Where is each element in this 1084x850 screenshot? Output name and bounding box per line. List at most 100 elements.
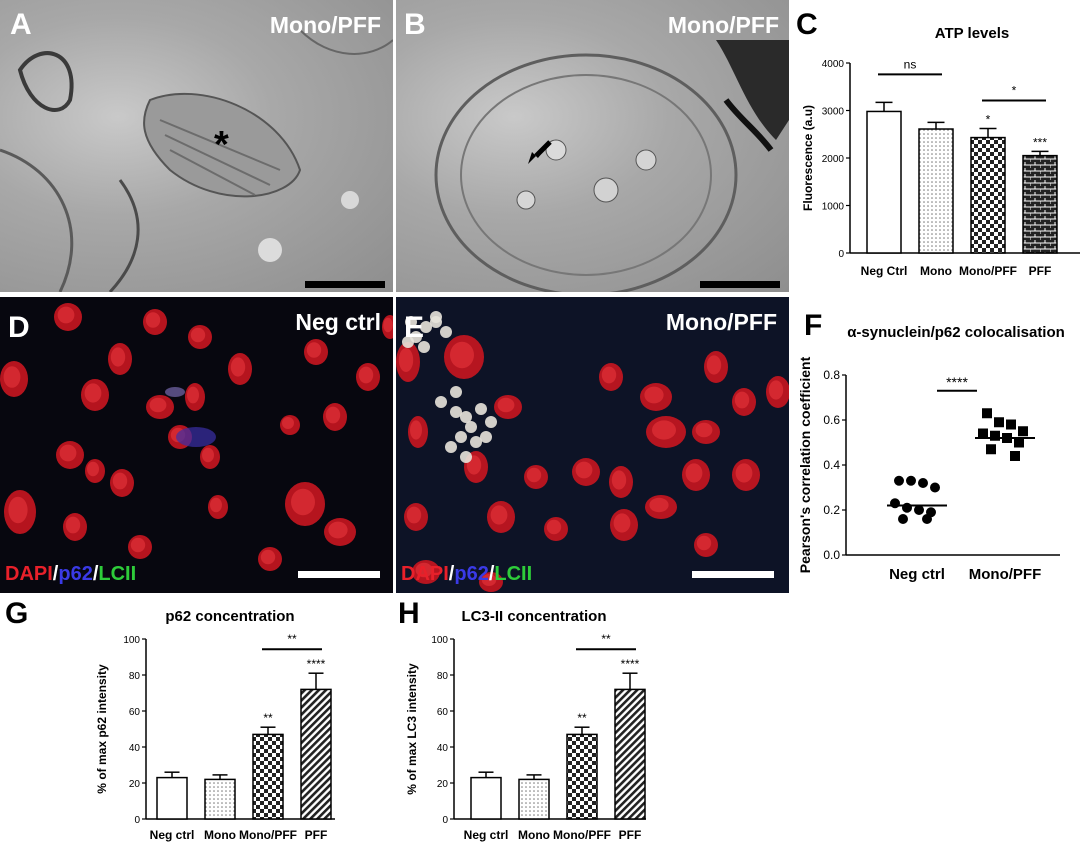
nucleus-highlight (644, 386, 664, 404)
nucleus-highlight (652, 420, 676, 440)
y-axis-label: Fluorescence (a.u) (801, 105, 815, 211)
panel-d-label: D (8, 311, 30, 344)
nucleus-highlight (575, 461, 593, 479)
panel-e-nuclei (396, 311, 789, 592)
p62-bar-chart: p62 concentration % of max p62 intensity 0… (95, 608, 335, 842)
panel-g-label: G (5, 597, 29, 630)
bar (470, 776, 502, 820)
nucleus-highlight (768, 380, 784, 400)
aggregate-signal (445, 441, 457, 453)
category-label: Mono (920, 264, 952, 278)
bar (252, 733, 284, 820)
nucleus-highlight (481, 574, 497, 586)
nucleus-highlight (695, 422, 713, 438)
comparison-label: * (1012, 84, 1017, 98)
significance-stars: **** (621, 657, 640, 671)
panel-h-label: H (398, 597, 420, 630)
significance-stars: ** (263, 711, 273, 725)
panel-c-label: C (796, 8, 818, 41)
data-point (914, 505, 924, 515)
y-tick-label: 100 (431, 635, 448, 646)
y-tick-label: 0.6 (823, 413, 840, 427)
y-tick-label: 0 (838, 249, 844, 260)
bar (156, 776, 188, 820)
aggregate-signal (420, 321, 432, 333)
aggregate-signal (455, 431, 467, 443)
aggregate-signal (402, 336, 414, 348)
stain-dapi: DAPI (401, 563, 449, 585)
data-point (1018, 426, 1028, 437)
bar (614, 688, 646, 820)
aggregate-signal (480, 431, 492, 443)
nucleus-highlight (65, 516, 81, 534)
data-point (1014, 437, 1024, 448)
y-tick-label: 0 (134, 815, 140, 826)
comparison-label: ** (601, 632, 611, 646)
y-tick-label: 0.4 (823, 458, 840, 472)
y-tick-label: 80 (129, 671, 141, 682)
category-label: Mono (518, 828, 550, 842)
aggregate-signal (460, 451, 472, 463)
bar (566, 733, 598, 820)
aggregate-signal (440, 326, 452, 338)
chart-title: LC3-II concentration (461, 608, 606, 625)
nucleus-highlight (328, 521, 348, 539)
category-label: Neg ctrl (889, 566, 945, 583)
chart-title: α-synuclein/p62 colocalisation (847, 324, 1065, 341)
category-label: Mono (204, 828, 236, 842)
comparison-label: ns (904, 57, 917, 71)
significance-stars: *** (1033, 135, 1047, 149)
data-point (986, 444, 996, 455)
aggregate-signal (475, 403, 487, 415)
panel-b-arrow-icon (528, 140, 552, 164)
y-tick-label: 0.2 (823, 503, 840, 517)
data-point (982, 408, 992, 419)
nucleus-highlight (383, 317, 393, 333)
stain-dapi: DAPI (5, 563, 53, 585)
lc3-bar-chart: LC3-II concentration % of max LC3 intensi… (405, 608, 646, 842)
aggregate-signal (405, 316, 417, 328)
y-tick-label: 60 (129, 707, 141, 718)
panel-a-scale-bar (305, 281, 385, 288)
nucleus-highlight (613, 513, 631, 533)
panel-d-scale-bar (298, 571, 380, 578)
panel-a-micrograph: A Mono/PFF * (0, 0, 393, 292)
aggregate-signal (435, 396, 447, 408)
nucleus-highlight (696, 535, 712, 551)
data-point (918, 478, 928, 488)
category-label: Mono/PFF (239, 828, 297, 842)
aggregate-signal (418, 341, 430, 353)
nucleus-highlight (149, 397, 167, 413)
nucleus-highlight (358, 366, 374, 384)
panel-a-asterisk-marker: * (214, 124, 229, 166)
panel-e-scale-bar (692, 571, 774, 578)
panel-d-stain-legend: DAPI/p62/LCII (5, 563, 136, 586)
panel-a-texture (0, 29, 393, 292)
y-axis-label: % of max LC3 intensity (405, 663, 419, 795)
nucleus-highlight (260, 549, 276, 565)
aggregate-signal (465, 421, 477, 433)
nucleus-highlight (187, 386, 199, 404)
panel-g-chart: G p62 concentration % of max p62 intensit… (0, 597, 395, 850)
y-tick-label: 3000 (822, 107, 845, 118)
panel-h-chart: H LC3-II concentration % of max LC3 inten… (396, 597, 791, 850)
y-tick-label: 80 (437, 671, 449, 682)
aggregate-signal (450, 386, 462, 398)
panel-e-stain-legend: DAPI/p62/LCII (401, 563, 532, 586)
bar (970, 136, 1006, 254)
nucleus-highlight (291, 488, 315, 516)
panel-d-title: Neg ctrl (295, 309, 381, 335)
y-tick-label: 4000 (822, 59, 845, 70)
nucleus-highlight (59, 444, 77, 462)
data-point (922, 514, 932, 524)
chart-title: p62 concentration (165, 608, 294, 625)
y-tick-label: 1000 (822, 202, 845, 213)
y-tick-label: 40 (129, 743, 141, 754)
stain-separator: / (448, 563, 455, 585)
y-tick-label: 40 (437, 743, 449, 754)
nucleus-highlight (84, 383, 102, 403)
data-point (930, 482, 940, 493)
nucleus-highlight (145, 312, 161, 328)
nucleus-highlight (546, 519, 562, 535)
nucleus-highlight (649, 497, 669, 513)
